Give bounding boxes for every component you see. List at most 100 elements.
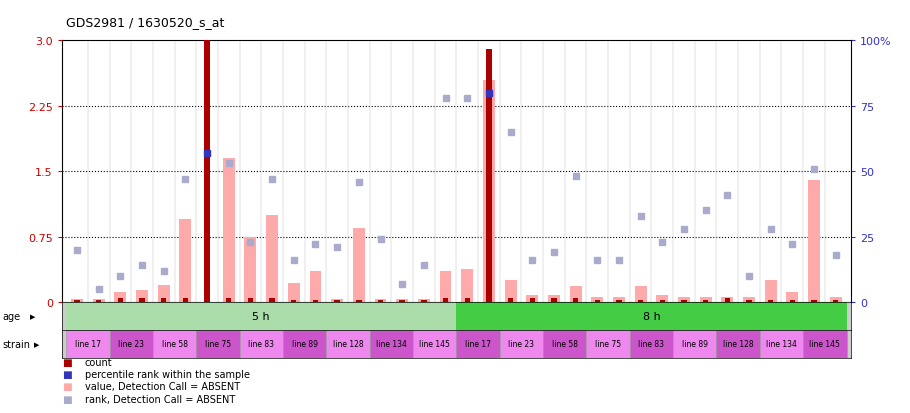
Bar [616, 301, 622, 302]
Bar [456, 330, 500, 358]
Bar [504, 280, 517, 302]
Bar [722, 297, 733, 302]
Bar [656, 295, 668, 302]
Bar [786, 292, 798, 302]
Bar [136, 290, 148, 302]
Text: line 83: line 83 [639, 339, 664, 349]
Bar [418, 299, 430, 302]
Bar [790, 301, 795, 302]
Bar [96, 301, 101, 302]
Bar [760, 330, 804, 358]
Bar [543, 330, 586, 358]
Bar [486, 50, 492, 302]
Bar [630, 330, 673, 358]
Bar [226, 298, 231, 302]
Text: ▶: ▶ [30, 313, 35, 319]
Text: line 58: line 58 [162, 339, 187, 349]
Bar [570, 287, 581, 302]
Bar [245, 237, 257, 302]
Bar [812, 301, 816, 302]
Bar [109, 330, 153, 358]
Bar [375, 299, 387, 302]
Bar [157, 285, 169, 302]
Text: line 89: line 89 [291, 339, 318, 349]
Bar [638, 301, 643, 302]
Text: line 75: line 75 [595, 339, 622, 349]
Bar [768, 301, 774, 302]
Bar [833, 301, 838, 302]
Text: line 145: line 145 [420, 339, 450, 349]
Bar [369, 330, 413, 358]
Bar [313, 301, 318, 302]
Bar [288, 283, 299, 302]
Bar [700, 297, 712, 302]
Bar [266, 215, 278, 302]
Text: line 134: line 134 [376, 339, 407, 349]
Bar [396, 299, 409, 302]
Bar [613, 297, 625, 302]
Text: line 134: line 134 [766, 339, 797, 349]
Bar [440, 272, 451, 302]
Bar [378, 301, 383, 302]
Bar [139, 298, 145, 302]
Bar [309, 272, 321, 302]
Bar [356, 301, 361, 302]
Text: line 17: line 17 [75, 339, 101, 349]
Text: line 145: line 145 [809, 339, 840, 349]
Bar [724, 298, 730, 302]
Text: count: count [85, 358, 112, 368]
Text: ■: ■ [62, 358, 72, 368]
Text: line 23: line 23 [509, 339, 534, 349]
Bar [117, 298, 123, 302]
Bar [197, 330, 239, 358]
Bar [743, 297, 755, 302]
Bar [456, 302, 846, 330]
Text: line 128: line 128 [723, 339, 753, 349]
Text: line 75: line 75 [205, 339, 231, 349]
Bar [66, 302, 457, 330]
Bar [804, 330, 846, 358]
Bar [413, 330, 457, 358]
Bar [594, 301, 600, 302]
Text: line 58: line 58 [551, 339, 578, 349]
Text: age: age [3, 311, 21, 321]
Text: 5 h: 5 h [252, 311, 270, 321]
Text: GDS2981 / 1630520_s_at: GDS2981 / 1630520_s_at [66, 16, 225, 29]
Text: strain: strain [3, 339, 31, 349]
Text: line 128: line 128 [333, 339, 363, 349]
Bar [443, 298, 449, 302]
Bar [223, 159, 235, 302]
Text: line 83: line 83 [248, 339, 274, 349]
Bar [93, 299, 105, 302]
Bar [335, 301, 339, 302]
Bar [153, 330, 197, 358]
Text: ■: ■ [62, 370, 72, 380]
Bar [353, 228, 365, 302]
Bar [526, 295, 538, 302]
Bar [204, 41, 210, 302]
Bar [592, 297, 603, 302]
Bar [808, 180, 820, 302]
Bar [660, 301, 665, 302]
Bar [678, 297, 690, 302]
Bar [66, 330, 109, 358]
Text: ▶: ▶ [34, 341, 39, 347]
Bar [75, 301, 80, 302]
Text: value, Detection Call = ABSENT: value, Detection Call = ABSENT [85, 382, 239, 392]
Bar [586, 330, 630, 358]
Bar [500, 330, 543, 358]
Text: line 23: line 23 [118, 339, 145, 349]
Bar [548, 295, 560, 302]
Bar [327, 330, 369, 358]
Bar [716, 330, 760, 358]
Bar [461, 269, 473, 302]
Text: rank, Detection Call = ABSENT: rank, Detection Call = ABSENT [85, 394, 235, 404]
Bar [183, 298, 188, 302]
Text: line 89: line 89 [682, 339, 708, 349]
Bar [283, 330, 327, 358]
Bar [573, 298, 578, 302]
Bar [464, 298, 470, 302]
Bar [161, 298, 167, 302]
Bar [551, 298, 557, 302]
Bar [399, 301, 405, 302]
